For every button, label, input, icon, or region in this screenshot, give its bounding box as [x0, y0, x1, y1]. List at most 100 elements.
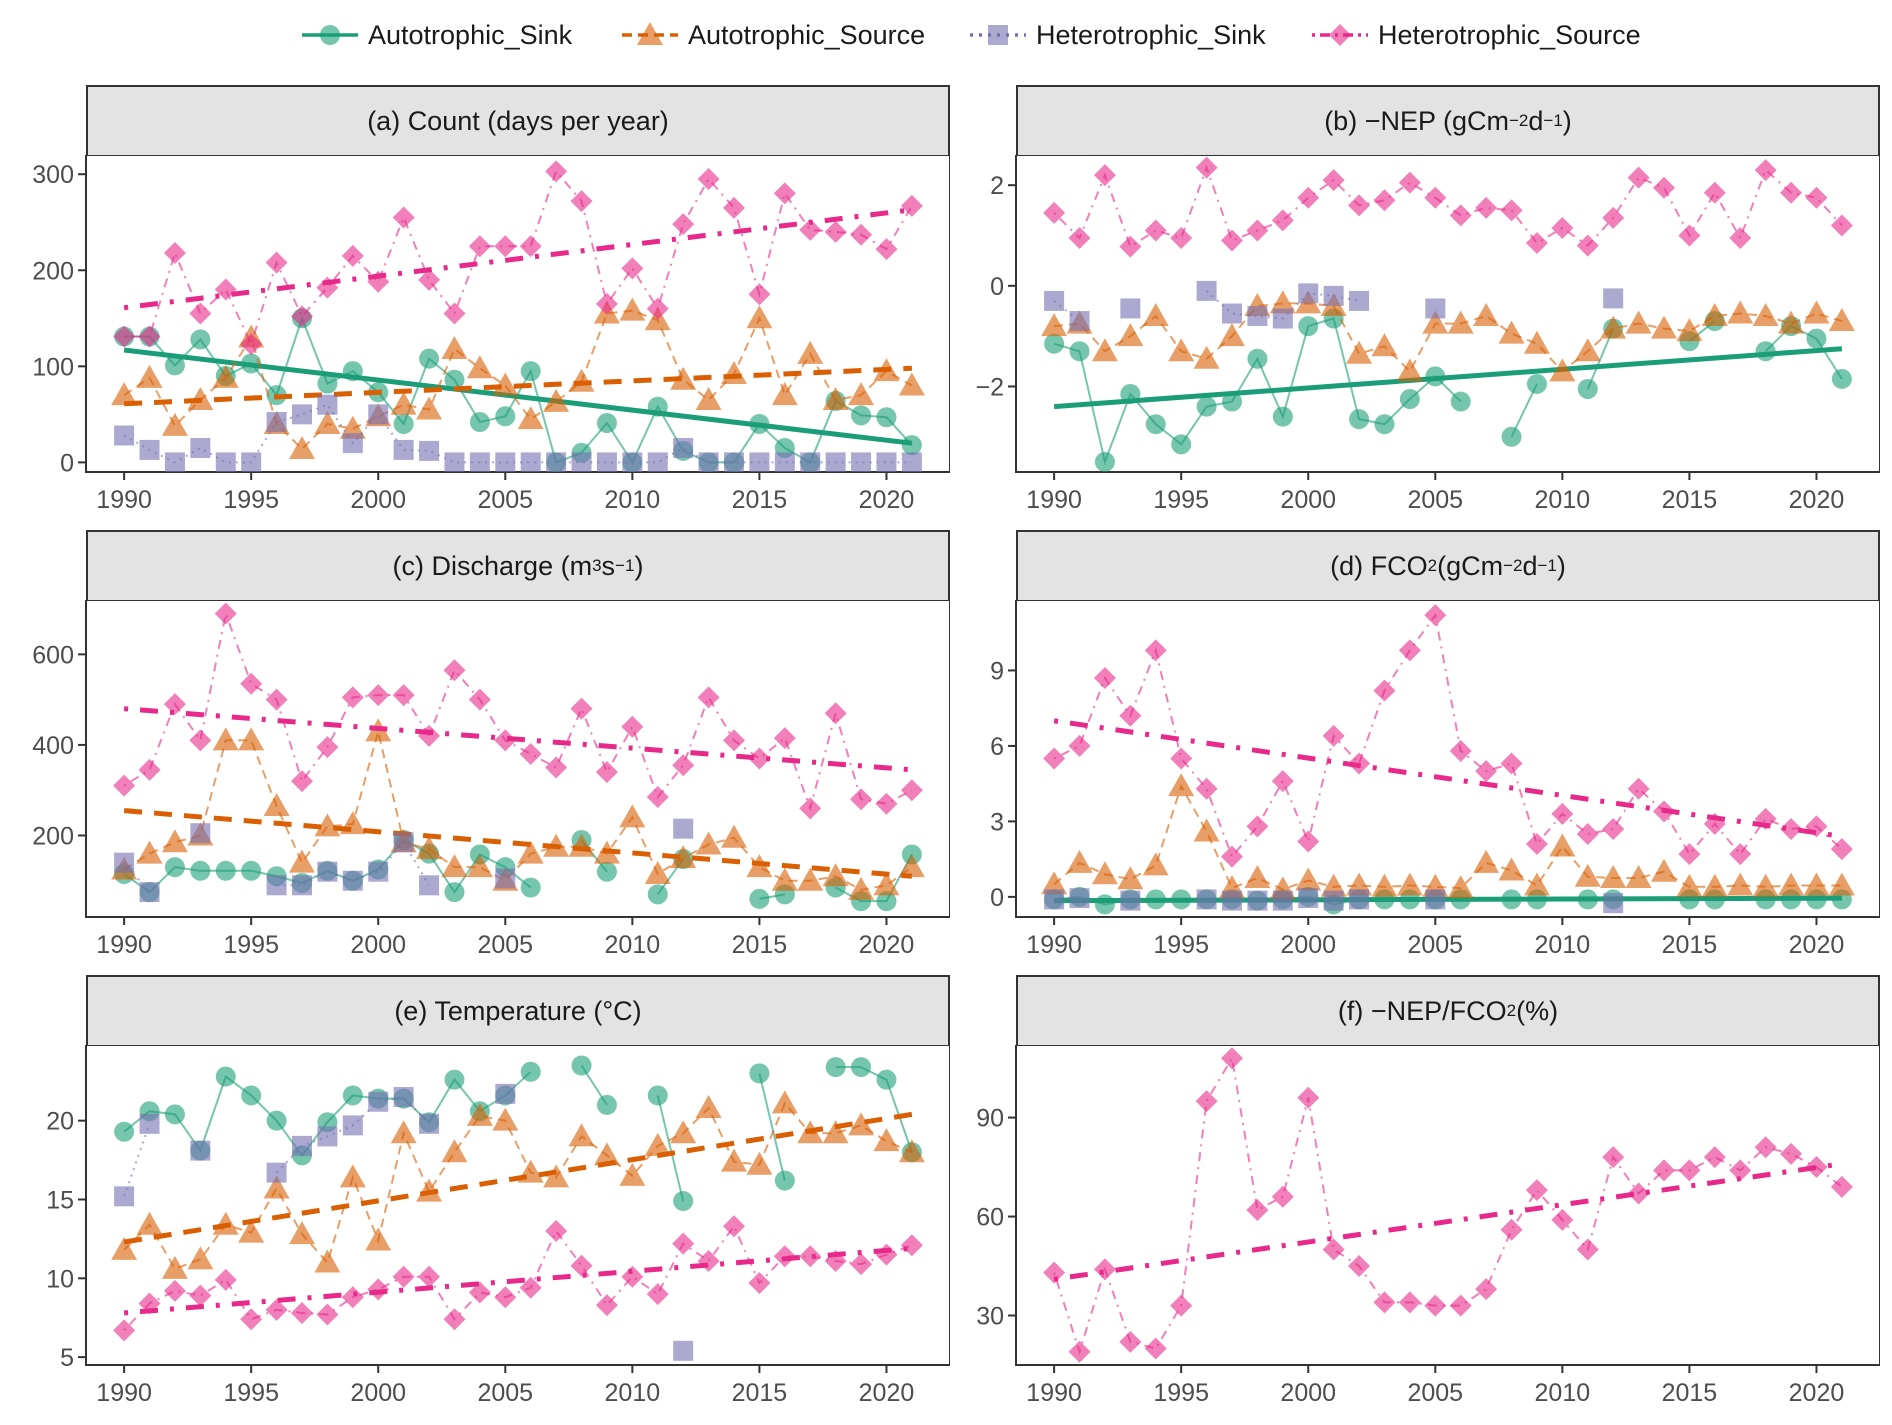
series-autotrophic-source [111, 1090, 925, 1279]
point-heterotrophic-source-2000 [1297, 186, 1320, 209]
x-tick-label: 1990 [96, 1379, 152, 1407]
point-heterotrophic-sink-2015 [749, 452, 770, 472]
point-autotrophic-sink-2005 [495, 406, 516, 427]
series-heterotrophic-source [1043, 604, 1853, 868]
x-tick-label: 2020 [859, 486, 915, 514]
point-heterotrophic-sink-2019 [851, 452, 872, 472]
point-autotrophic-source-2011 [644, 860, 671, 884]
point-heterotrophic-source-2017 [1729, 1159, 1752, 1182]
y-tick-label: 9 [990, 657, 1004, 685]
point-heterotrophic-source-2015 [748, 1272, 771, 1295]
point-autotrophic-source-2019 [848, 876, 875, 900]
point-heterotrophic-source-2007 [1475, 1278, 1498, 1301]
point-heterotrophic-source-2011 [1576, 1238, 1599, 1261]
point-heterotrophic-sink-1990 [1044, 889, 1065, 910]
point-heterotrophic-source-1994 [214, 1268, 237, 1291]
point-autotrophic-source-1992 [161, 829, 188, 853]
point-autotrophic-sink-2003 [444, 1069, 465, 1090]
point-heterotrophic-source-2003 [1373, 189, 1396, 212]
point-heterotrophic-sink-2001 [393, 439, 414, 460]
panel-a-title: (a) Count (days per year) [86, 85, 950, 157]
point-heterotrophic-source-2008 [570, 697, 593, 720]
point-heterotrophic-sink-1991 [139, 882, 160, 903]
point-heterotrophic-source-2002 [418, 1265, 441, 1288]
point-autotrophic-source-2019 [1778, 310, 1805, 334]
point-heterotrophic-source-2014 [723, 1215, 745, 1238]
point-autotrophic-sink-1994 [215, 1066, 236, 1087]
x-tick-label: 2005 [1407, 486, 1463, 514]
point-heterotrophic-source-1996 [1195, 1090, 1218, 1113]
point-heterotrophic-source-1993 [1119, 1330, 1142, 1353]
x-tick-label: 2015 [732, 931, 788, 959]
point-autotrophic-source-2012 [670, 845, 697, 869]
point-heterotrophic-source-1996 [265, 251, 288, 274]
point-heterotrophic-sink-1993 [1120, 298, 1141, 319]
point-heterotrophic-source-2000 [1297, 1086, 1320, 1109]
point-autotrophic-source-2020 [1803, 872, 1830, 896]
series-line-heterotrophic-sink [123, 1123, 151, 1197]
point-heterotrophic-source-1990 [113, 1319, 136, 1342]
point-autotrophic-sink-2015 [749, 888, 770, 909]
trend-line-heterotrophic-source [123, 207, 913, 311]
point-heterotrophic-source-2005 [494, 729, 517, 752]
point-heterotrophic-source-2001 [1322, 169, 1345, 192]
point-autotrophic-source-2014 [1651, 858, 1677, 882]
point-heterotrophic-source-1995 [1170, 227, 1193, 250]
trend-line-autotrophic-sink [1054, 895, 1842, 904]
legend-label: Autotrophic_Source [688, 19, 926, 50]
point-heterotrophic-sink-1990 [114, 425, 135, 446]
point-heterotrophic-sink-1997 [1222, 890, 1242, 911]
trend-line-autotrophic-source [123, 808, 913, 879]
point-autotrophic-sink-2020 [876, 891, 897, 912]
point-heterotrophic-source-2018 [1754, 1136, 1777, 1159]
point-heterotrophic-sink-2000 [368, 861, 389, 882]
point-heterotrophic-source-2019 [1780, 181, 1803, 204]
legend-item-heterotrophic-sink: Heterotrophic_Sink [968, 18, 1266, 52]
point-heterotrophic-sink-1998 [317, 394, 338, 415]
point-autotrophic-source-2003 [441, 1139, 468, 1163]
point-autotrophic-sink-2002 [419, 348, 440, 369]
point-heterotrophic-source-1992 [1093, 666, 1116, 689]
panel-c-plot: 200 400 600 1990 1995 2000 2005 2010 2015 2020 [32, 600, 950, 959]
point-heterotrophic-source-2017 [799, 797, 822, 820]
point-heterotrophic-sink-1992 [164, 452, 185, 472]
trend-line-heterotrophic-source [1053, 718, 1843, 839]
point-autotrophic-source-2006 [1447, 875, 1474, 899]
x-tick-label: 1990 [96, 486, 152, 514]
point-autotrophic-source-2019 [1778, 872, 1805, 896]
point-heterotrophic-sink-1990 [114, 852, 135, 873]
point-heterotrophic-source-2019 [1780, 1142, 1803, 1165]
point-autotrophic-source-1991 [1066, 849, 1093, 873]
point-heterotrophic-sink-1990 [114, 1186, 135, 1207]
point-heterotrophic-sink-2000 [1298, 283, 1319, 304]
point-heterotrophic-sink-1999 [342, 870, 363, 891]
point-heterotrophic-source-2019 [1780, 817, 1803, 840]
point-heterotrophic-source-2004 [1398, 171, 1421, 194]
point-autotrophic-source-1997 [289, 849, 315, 873]
point-autotrophic-source-1992 [1091, 338, 1118, 362]
point-autotrophic-sink-1998 [1247, 348, 1268, 369]
point-heterotrophic-source-2006 [519, 742, 542, 765]
point-heterotrophic-source-2001 [392, 1265, 415, 1288]
title-text: ) [634, 550, 644, 581]
point-autotrophic-source-2006 [1447, 310, 1474, 334]
title-text: (f) −NEP/FCO [1337, 995, 1507, 1026]
point-heterotrophic-source-2021 [1830, 214, 1853, 237]
series-line-heterotrophic-source [124, 169, 913, 348]
title-superscript: −1 [1537, 556, 1557, 575]
point-heterotrophic-sink-1991 [139, 1113, 160, 1134]
point-heterotrophic-source-2010 [621, 1265, 644, 1288]
point-autotrophic-source-2021 [1828, 308, 1855, 332]
panel-d-series-layer [1041, 604, 1855, 915]
point-heterotrophic-sink-1999 [1272, 890, 1293, 911]
point-heterotrophic-source-1998 [316, 1303, 339, 1326]
point-heterotrophic-sink-2012 [1603, 288, 1624, 309]
point-heterotrophic-source-2013 [697, 168, 720, 191]
point-heterotrophic-sink-1996 [266, 1162, 287, 1183]
point-heterotrophic-source-2010 [1551, 1208, 1574, 1231]
x-tick-label: 2015 [1662, 931, 1718, 959]
trend-line-autotrophic-source [123, 1111, 913, 1245]
series-line-autotrophic-sink [1586, 328, 1615, 390]
x-tick-label: 1990 [1026, 1379, 1082, 1407]
point-heterotrophic-sink-2002 [1349, 290, 1370, 311]
